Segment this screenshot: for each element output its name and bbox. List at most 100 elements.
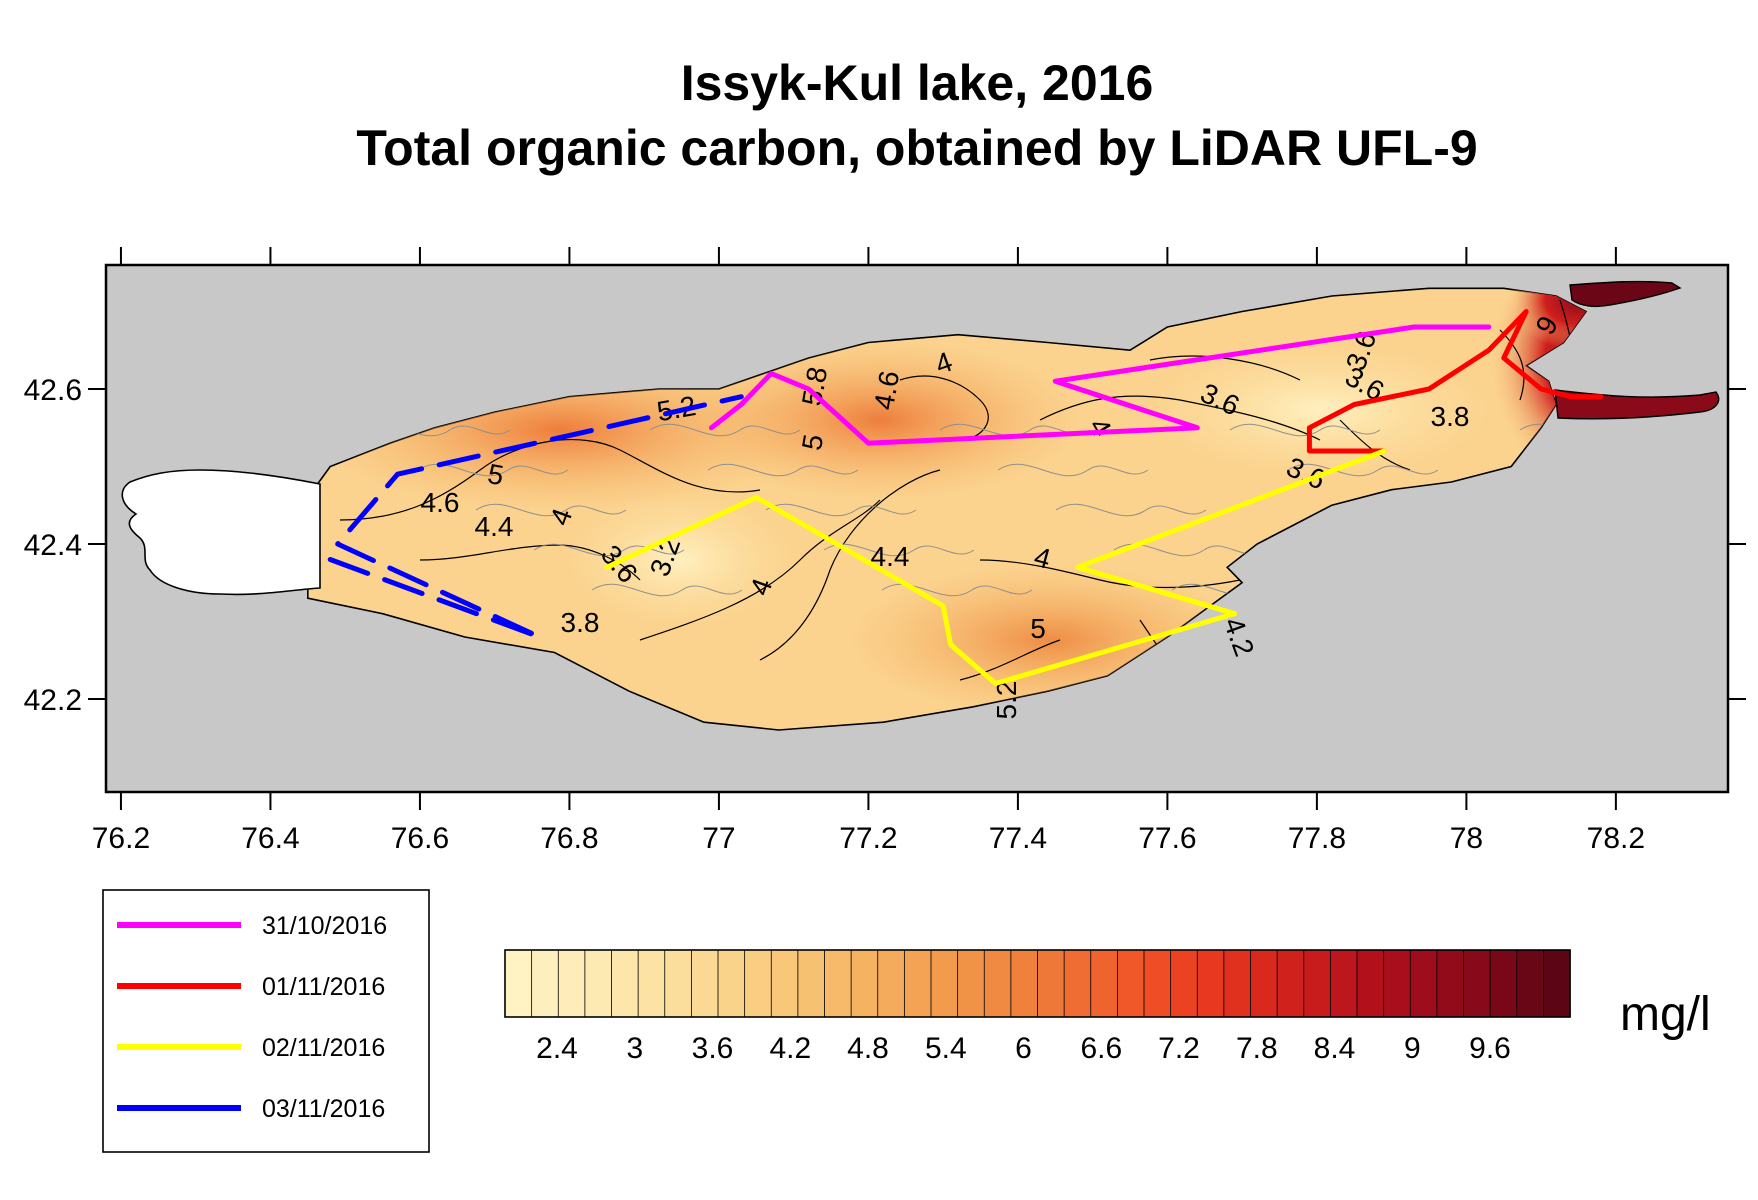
colorbar-cell: [1516, 949, 1545, 1018]
x-tick-label: 76.6: [391, 822, 449, 855]
colorbar-cell: [824, 949, 852, 1018]
colorbar-cell: [1116, 949, 1145, 1018]
pale-zone-2: [1140, 340, 1500, 480]
minor-contour-line: [1229, 423, 1381, 437]
survey-track-31-10-2016: [708, 324, 1492, 446]
minor-contour-line: [591, 583, 743, 597]
colorbar-cell: [1436, 949, 1465, 1018]
colorbar-cell: [1542, 949, 1571, 1018]
contour-label: 5: [796, 432, 829, 453]
contour-label: 4.6: [421, 487, 460, 518]
colorbar-cell: [1063, 949, 1092, 1018]
legend-label: 02/11/2016: [262, 1034, 385, 1062]
contour-label: 5.2: [991, 681, 1022, 720]
colorbar-label: 5.4: [925, 1032, 967, 1065]
colorbar-cell: [1356, 949, 1385, 1018]
contour-label: 5: [485, 458, 506, 491]
y-tick-label: 42.2: [24, 684, 82, 717]
colorbar-cell: [1489, 949, 1518, 1018]
colorbar-cell: [1037, 949, 1065, 1018]
colorbar-label: 9: [1404, 1032, 1421, 1065]
colorbar-cell: [744, 949, 772, 1018]
contour-label: 4: [1031, 541, 1054, 575]
contour-label: 3.8: [561, 607, 600, 638]
colorbar-cell: [611, 949, 639, 1018]
x-tick-label: 78.2: [1587, 822, 1645, 855]
colorbar-cell: [1090, 949, 1119, 1018]
y-tick-label: 42.6: [24, 374, 82, 407]
center-warm-zone: [680, 340, 1080, 500]
colorbar-cell: [1223, 949, 1252, 1018]
survey-tracks: [327, 309, 1604, 686]
contour-label: 4.6: [868, 368, 905, 412]
colorbar-label: 9.6: [1469, 1032, 1511, 1065]
minor-contour-line: [533, 543, 685, 557]
colorbar-cell: [1196, 949, 1225, 1018]
contour-label: 4.4: [475, 511, 514, 542]
x-tick-label: 76.2: [92, 822, 150, 855]
contour-line: [759, 469, 941, 661]
colorbar-label: 4.8: [847, 1032, 889, 1065]
track-legend: 31/10/2016 01/11/2016 02/11/2016 03/11/2016: [102, 889, 430, 1153]
colorbar-cell: [850, 949, 879, 1018]
y-axis-ticks: 42.2 42.4 42.6: [24, 374, 1746, 717]
colorbar-cell: [903, 949, 932, 1018]
x-axis-ticks: 76.2 76.4 76.6 76.8 77 77.2 77.4 77.6 77.8 78 78.2: [92, 247, 1645, 855]
colorbar-label: 6: [1015, 1032, 1032, 1065]
legend-label: 31/10/2016: [262, 912, 387, 940]
contour-label: 3.8: [1431, 401, 1470, 432]
colorbar-cell: [1143, 949, 1172, 1018]
colorbar-label: 3: [626, 1032, 643, 1065]
survey-track-03-11-2016: [327, 394, 744, 640]
colorbar-cell: [557, 949, 586, 1018]
colorbar-cell: [717, 949, 746, 1018]
minor-contour-line: [1287, 463, 1439, 477]
map-title-line2: Total organic carbon, obtained by LiDAR …: [356, 120, 1477, 176]
colorbar-cell: [664, 949, 693, 1018]
legend-label: 03/11/2016: [262, 1095, 385, 1123]
colorbar: 2.4 3 3.6 4.2 4.8 5.4 6 6.6 7.2 7.8 8.4 9 9.6 mg/l: [504, 949, 1711, 1065]
colorbar-cell: [1250, 949, 1278, 1018]
colorbar-cell: [504, 949, 533, 1018]
colorbar-cell: [1409, 949, 1438, 1018]
minor-contour-line: [823, 543, 975, 557]
colorbar-label: 6.6: [1080, 1032, 1122, 1065]
x-tick-label: 77.8: [1288, 822, 1346, 855]
colorbar-cell: [690, 949, 719, 1018]
x-tick-label: 76.4: [241, 822, 299, 855]
colorbar-cell: [1463, 949, 1491, 1018]
contour-line: [339, 439, 761, 521]
colorbar-cell: [983, 949, 1012, 1018]
minor-contour-line: [707, 463, 859, 477]
colorbar-border: [504, 949, 1571, 1018]
x-tick-label: 78: [1450, 822, 1483, 855]
pale-zone-1: [560, 490, 800, 630]
colorbar-cell: [531, 949, 559, 1018]
survey-track-02-11-2016: [604, 448, 1387, 686]
minor-contour-line: [475, 503, 627, 517]
contour-line: [959, 639, 1061, 681]
minor-contour-line: [1055, 503, 1207, 517]
colorbar-cell: [1383, 949, 1411, 1018]
minor-contour-line: [997, 463, 1149, 477]
colorbar-label: 8.4: [1314, 1032, 1356, 1065]
colorbar-cell: [1170, 949, 1198, 1018]
colorbar-cell: [637, 949, 666, 1018]
colorbar-cell: [1276, 949, 1305, 1018]
colorbar-cell: [957, 949, 985, 1018]
western-bay: [121, 469, 321, 596]
legend-label: 01/11/2016: [262, 973, 385, 1001]
colorbar-cell: [770, 949, 799, 1018]
minor-contour-line: [649, 423, 801, 437]
minor-contour-line: [765, 503, 917, 517]
contour-line: [979, 559, 1241, 589]
contour-line: [1149, 355, 1301, 381]
x-tick-label: 76.8: [540, 822, 598, 855]
colorbar-label: 3.6: [692, 1032, 734, 1065]
colorbar-cell: [1329, 949, 1358, 1018]
colorbar-cell: [584, 949, 613, 1018]
colorbar-cell: [877, 949, 906, 1018]
colorbar-label: 4.2: [769, 1032, 811, 1065]
east-river-north: [1569, 280, 1682, 308]
